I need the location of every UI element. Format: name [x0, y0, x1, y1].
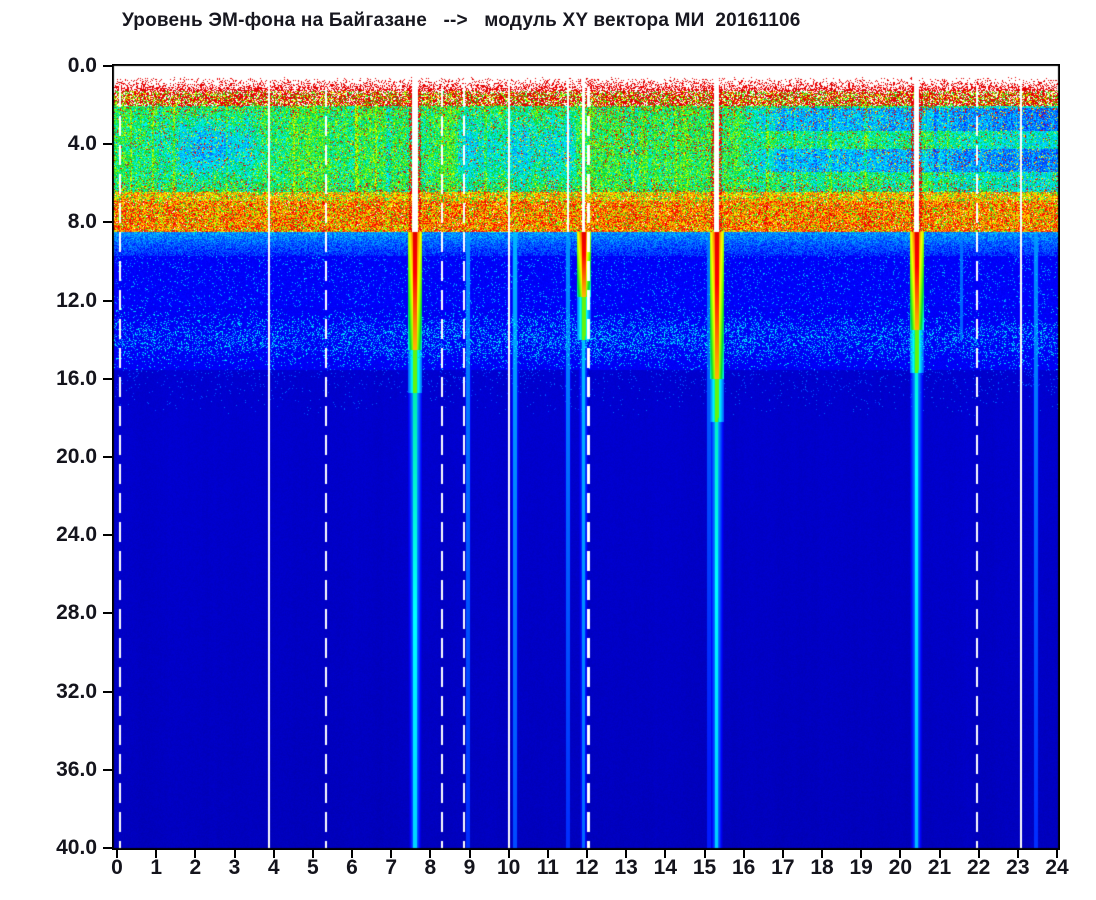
x-tick — [155, 850, 158, 858]
x-tick-label: 9 — [463, 856, 476, 879]
x-tick-label: 20 — [888, 856, 912, 879]
y-tick-label: 12.0 — [56, 288, 97, 312]
x-tick — [194, 850, 197, 858]
y-tick — [103, 65, 112, 67]
x-tick-label: 11 — [536, 856, 559, 879]
x-tick — [664, 850, 667, 858]
x-tick — [429, 850, 432, 858]
x-tick-label: 3 — [228, 856, 241, 879]
y-tick-label: 4.0 — [67, 132, 97, 156]
x-tick — [1056, 850, 1058, 858]
y-tick — [103, 299, 112, 302]
x-tick — [507, 850, 510, 858]
y-tick-label: 28.0 — [56, 601, 97, 625]
x-tick — [311, 850, 314, 858]
y-tick-label: 16.0 — [56, 366, 97, 390]
y-tick — [103, 768, 112, 771]
chart-title: Уровень ЭМ-фона на Байгазане --> модуль … — [122, 10, 801, 31]
x-tick — [938, 850, 941, 858]
x-tick — [860, 850, 863, 858]
x-tick-label: 5 — [306, 856, 319, 879]
x-tick — [546, 850, 549, 858]
x-tick-label: 19 — [849, 856, 873, 879]
x-tick-label: 16 — [731, 856, 756, 879]
y-tick — [103, 377, 112, 380]
y-tick — [103, 456, 112, 458]
x-tick — [899, 850, 902, 858]
x-tick-label: 24 — [1045, 856, 1069, 879]
x-tick-label: 6 — [346, 856, 358, 879]
x-tick — [625, 850, 628, 858]
x-tick — [1016, 850, 1019, 858]
x-tick — [586, 850, 588, 858]
x-tick-label: 14 — [653, 856, 677, 879]
x-tick-label: 23 — [1006, 856, 1030, 879]
y-tick — [103, 847, 112, 849]
spectrogram-canvas — [112, 64, 1060, 850]
x-tick — [977, 850, 980, 858]
y-tick — [103, 690, 112, 693]
x-tick-label: 18 — [810, 856, 834, 879]
x-tick — [233, 850, 236, 858]
y-tick-label: 40.0 — [56, 836, 97, 859]
x-tick-label: 0 — [111, 856, 123, 879]
plot-area — [112, 64, 1060, 850]
x-tick-label: 21 — [927, 856, 952, 879]
x-tick-label: 17 — [771, 856, 795, 879]
x-tick — [351, 850, 353, 858]
x-tick — [390, 850, 393, 858]
x-tick-label: 2 — [189, 856, 202, 879]
x-tick — [781, 850, 784, 858]
x-tick-label: 1 — [150, 856, 162, 879]
y-tick — [103, 534, 112, 537]
x-tick — [468, 850, 471, 858]
x-tick-label: 22 — [966, 856, 991, 879]
y-tick — [103, 612, 112, 615]
x-tick — [272, 850, 275, 858]
x-tick-label: 8 — [424, 856, 437, 879]
x-tick — [116, 850, 118, 858]
y-tick — [103, 143, 112, 146]
x-tick-label: 12 — [575, 856, 599, 879]
x-tick-label: 13 — [614, 856, 638, 879]
y-tick-label: 8.0 — [67, 210, 97, 234]
x-tick-label: 10 — [496, 856, 521, 879]
x-tick-label: 15 — [692, 856, 717, 879]
x-tick — [742, 850, 745, 858]
y-tick-label: 32.0 — [56, 679, 97, 703]
y-tick-label: 20.0 — [56, 445, 97, 468]
y-tick-label: 24.0 — [56, 523, 97, 547]
x-tick-label: 7 — [385, 856, 397, 879]
y-tick-label: 0.0 — [67, 54, 97, 77]
x-tick — [821, 850, 823, 858]
x-tick — [703, 850, 706, 858]
x-tick-label: 4 — [267, 856, 280, 879]
y-tick — [103, 221, 112, 224]
y-tick-label: 36.0 — [56, 757, 97, 781]
